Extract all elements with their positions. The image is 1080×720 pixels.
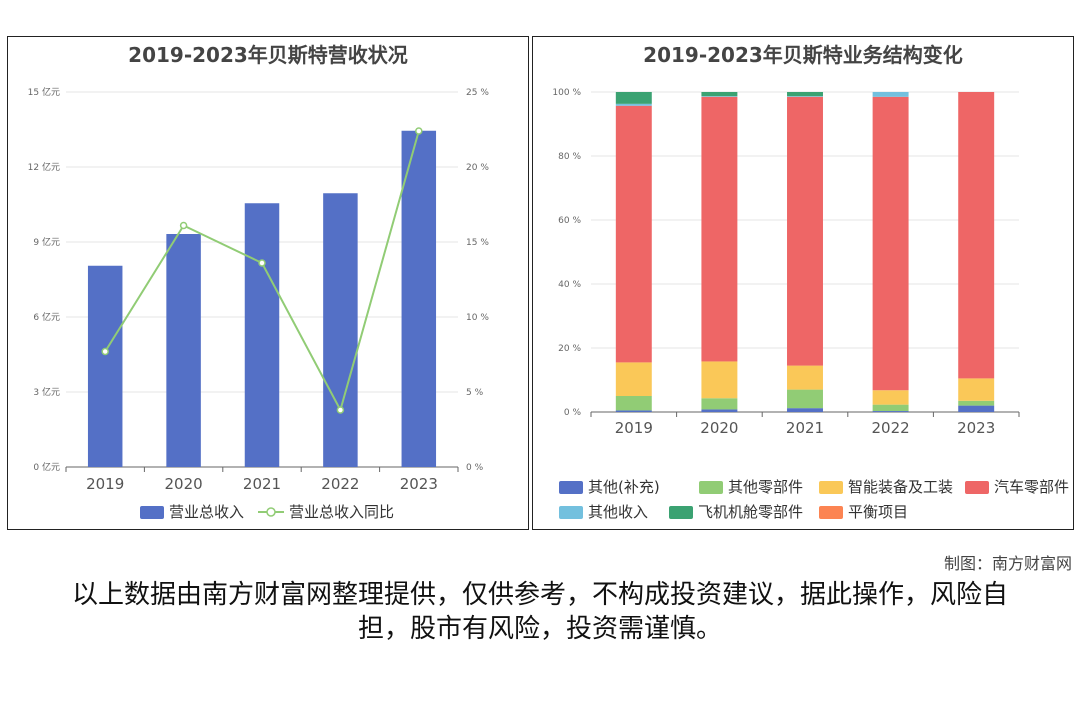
legend-label: 其他(补充) xyxy=(588,478,660,496)
stacked-segment xyxy=(615,362,652,396)
legend-swatch xyxy=(559,481,583,494)
stacked-segment xyxy=(615,92,652,104)
stacked-segment xyxy=(615,396,652,411)
stacked-segment xyxy=(701,361,738,399)
revenue-bar xyxy=(401,130,437,467)
legend-label: 智能装备及工装 xyxy=(848,478,953,496)
stacked-segment xyxy=(701,409,738,412)
stacked-segment xyxy=(787,408,823,412)
x-tick-label: 2020 xyxy=(165,475,203,493)
chart-title: 2019-2023年贝斯特业务结构变化 xyxy=(643,43,963,67)
stacked-segment xyxy=(958,92,995,379)
legend-label: 平衡项目 xyxy=(848,503,908,521)
yoy-point xyxy=(179,221,188,230)
y-tick-label-left: 6 亿元 xyxy=(33,311,60,323)
legend-swatch xyxy=(699,481,723,494)
legend-swatch xyxy=(559,506,583,519)
y-tick-label-left: 12 亿元 xyxy=(28,161,60,173)
revenue-chart-panel: 2019-2023年贝斯特营收状况 0 亿元 0 % 3 亿元 5 % 6 亿元 10 %… xyxy=(7,36,529,530)
x-tick-label: 2021 xyxy=(786,419,824,437)
stacked-segment xyxy=(872,96,909,391)
chart-title: 2019-2023年贝斯特营收状况 xyxy=(128,43,408,67)
legend-label: 其他零部件 xyxy=(728,478,803,496)
legend-swatch xyxy=(819,506,843,519)
legend-swatch-yoy-point xyxy=(266,507,276,517)
y-tick-label: 60 % xyxy=(558,216,581,226)
revenue-bar xyxy=(244,203,280,467)
stacked-segment xyxy=(872,404,909,412)
y-tick-label-left: 15 亿元 xyxy=(28,86,60,98)
y-tick-label-right: 10 % xyxy=(466,313,489,323)
stacked-segment xyxy=(958,378,995,401)
x-tick-label: 2023 xyxy=(957,419,995,437)
stacked-segment xyxy=(958,400,995,406)
legend-swatch xyxy=(819,481,843,494)
x-tick-label: 2021 xyxy=(243,475,281,493)
y-tick-label-left: 9 亿元 xyxy=(33,236,60,248)
revenue-chart: 0 亿元 0 % 3 亿元 5 % 6 亿元 10 % 9 亿元 15 % 12 亿元 20 % 1… xyxy=(28,86,490,521)
x-tick-label: 2022 xyxy=(321,475,359,493)
stacked-segment xyxy=(958,405,995,412)
stacked-segment xyxy=(787,365,823,390)
legend-swatch-revenue xyxy=(140,506,164,519)
stacked-segment xyxy=(872,92,909,97)
legend-swatch xyxy=(965,481,989,494)
stacked-segment xyxy=(787,389,823,409)
stacked-segment xyxy=(872,390,909,405)
legend-label: 营业总收入 xyxy=(169,503,244,521)
x-tick-label: 2020 xyxy=(700,419,738,437)
stacked-segment xyxy=(615,410,652,412)
yoy-point xyxy=(336,406,345,414)
y-tick-label: 100 % xyxy=(552,88,581,98)
y-tick-label-right: 5 % xyxy=(466,388,484,398)
yoy-point xyxy=(101,347,109,356)
stacked-segment xyxy=(872,411,909,412)
chart-credit: 制图：南方财富网 xyxy=(943,554,1072,573)
y-tick-label-left: 0 亿元 xyxy=(33,461,60,473)
revenue-bar xyxy=(323,193,358,467)
y-tick-label-right: 25 % xyxy=(466,88,489,98)
y-tick-label-right: 15 % xyxy=(466,238,489,248)
disclaimer-text: 以上数据由南方财富网整理提供，仅供参考，不构成投资建议，据此操作，风险自担，股市… xyxy=(71,580,1008,644)
business-structure-chart: 0 % 20 % 40 % 60 % 80 % 100 % 2019 2020 2021 2022… xyxy=(552,88,1069,521)
legend-label: 营业总收入同比 xyxy=(289,503,394,521)
x-tick-label: 2019 xyxy=(615,419,653,437)
legend-label: 其他收入 xyxy=(588,503,648,521)
stacked-segment xyxy=(615,103,652,106)
stacked-segment xyxy=(787,92,823,97)
y-tick-label-right: 20 % xyxy=(466,163,489,173)
stacked-segment xyxy=(615,105,652,363)
revenue-bar xyxy=(87,265,123,467)
legend-label: 汽车零部件 xyxy=(994,478,1069,496)
y-tick-label: 40 % xyxy=(558,280,581,290)
y-tick-label-right: 0 % xyxy=(466,463,484,473)
y-tick-label-left: 3 亿元 xyxy=(33,386,60,398)
y-tick-label: 0 % xyxy=(564,408,582,418)
business-structure-chart-panel: 2019-2023年贝斯特业务结构变化 0 % 20 % 40 % 60 % 80 % 1… xyxy=(532,36,1074,530)
stacked-segment xyxy=(787,96,823,366)
x-tick-label: 2022 xyxy=(872,419,910,437)
yoy-point xyxy=(258,259,266,267)
x-tick-label: 2019 xyxy=(86,475,124,493)
legend-label: 飞机机舱零部件 xyxy=(698,503,803,521)
revenue-bar xyxy=(166,234,201,467)
stacked-segment xyxy=(701,92,738,97)
stacked-segment xyxy=(787,96,823,97)
y-tick-label: 20 % xyxy=(558,344,581,354)
stacked-segment xyxy=(701,398,738,410)
x-tick-label: 2023 xyxy=(400,475,438,493)
yoy-point xyxy=(415,127,423,135)
legend-swatch xyxy=(669,506,693,519)
stacked-segment xyxy=(701,96,738,362)
stacked-segment xyxy=(701,96,738,97)
y-tick-label: 80 % xyxy=(558,152,581,162)
